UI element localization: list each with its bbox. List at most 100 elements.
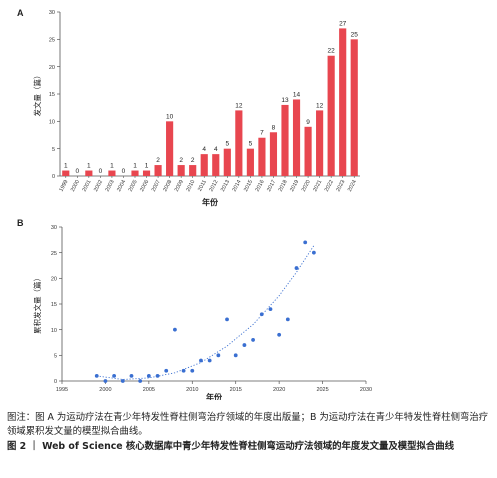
x-axis-title: 年份 — [206, 392, 223, 400]
bar — [316, 110, 324, 176]
bar-value-label: 1 — [145, 163, 149, 170]
x-tick-label: 2007 — [151, 179, 162, 193]
x-axis-title: 年份 — [202, 197, 219, 207]
bar — [131, 170, 139, 176]
y-tick-label: 0 — [54, 379, 57, 385]
x-tick-label: 2010 — [186, 387, 198, 393]
bar-value-label: 1 — [110, 163, 114, 170]
y-tick-label: 25 — [49, 38, 55, 44]
bar-value-label: 9 — [306, 119, 310, 126]
caption-title: 图 2 ｜ Web of Science 核心数据库中青少年特发性脊柱侧弯运动疗… — [7, 441, 455, 452]
data-point — [225, 317, 229, 322]
x-tick-label: 2016 — [255, 179, 266, 193]
data-point — [181, 368, 186, 373]
bar — [235, 110, 243, 176]
x-tick-label: 2020 — [273, 387, 285, 393]
x-tick-label: 2025 — [316, 387, 328, 393]
data-point — [129, 373, 134, 378]
x-tick-label: 2015 — [230, 387, 242, 393]
x-tick-label: 2005 — [128, 179, 139, 193]
figure-caption: 图注：图 A 为运动疗法在青少年特发性脊柱侧弯治疗领域的年度出版量；B 为运动疗… — [7, 411, 492, 454]
bar — [258, 137, 266, 176]
bar-value-label: 1 — [133, 163, 137, 170]
y-tick-label: 0 — [52, 174, 55, 180]
bar-value-label: 2 — [156, 157, 160, 164]
bar — [154, 165, 162, 176]
x-tick-label: 2022 — [324, 179, 335, 193]
x-tick-label: 2024 — [347, 179, 358, 193]
data-point — [216, 353, 221, 358]
bar-value-label: 2 — [191, 157, 195, 164]
bar-value-label: 1 — [64, 163, 68, 170]
data-point — [311, 250, 316, 255]
x-tick-label: 2004 — [116, 179, 127, 193]
x-tick-label: 2002 — [93, 179, 104, 193]
y-tick-label: 20 — [49, 65, 55, 71]
data-point — [251, 338, 255, 342]
bar — [189, 165, 197, 176]
bar-value-label: 22 — [328, 48, 336, 55]
y-tick-label: 5 — [54, 354, 57, 360]
data-point — [155, 373, 160, 378]
bar — [339, 28, 347, 177]
bar-value-label: 0 — [75, 168, 79, 175]
bar-value-label: 27 — [339, 20, 347, 27]
x-tick-label: 2003 — [105, 179, 116, 193]
bar — [85, 170, 93, 176]
bar — [200, 154, 208, 176]
bar-value-label: 0 — [122, 168, 126, 175]
x-tick-label: 2001 — [82, 179, 93, 193]
bar — [223, 148, 231, 176]
x-tick-label: 1999 — [58, 179, 69, 193]
data-point — [268, 307, 273, 312]
data-point — [277, 332, 282, 337]
bar-value-label: 14 — [293, 91, 301, 98]
data-point — [190, 368, 195, 373]
x-tick-label: 2012 — [208, 179, 219, 193]
x-tick-label: 2013 — [220, 179, 231, 193]
data-point — [138, 379, 143, 383]
x-tick-label: 2011 — [197, 179, 208, 192]
data-point — [207, 358, 212, 363]
bar — [269, 132, 278, 176]
bar — [281, 104, 289, 176]
data-point — [112, 373, 117, 378]
data-point — [103, 379, 108, 383]
bar — [350, 39, 358, 177]
bar — [166, 121, 174, 176]
bar-value-label: 4 — [214, 146, 218, 153]
bar-value-label: 12 — [316, 102, 324, 109]
bar-value-label: 7 — [260, 130, 264, 137]
y-tick-label: 15 — [51, 302, 57, 308]
y-tick-label: 10 — [51, 328, 57, 334]
x-tick-label: 2015 — [243, 179, 254, 193]
y-tick-label: 10 — [49, 120, 55, 126]
bar-value-label: 12 — [235, 102, 243, 109]
x-tick-label: 2010 — [185, 179, 196, 193]
data-point — [120, 379, 125, 383]
x-tick-label: 1995 — [56, 387, 68, 393]
data-point — [94, 373, 99, 378]
bar — [327, 55, 335, 176]
data-point — [259, 312, 264, 317]
bar-value-label: 25 — [351, 31, 359, 38]
caption-note: 图注：图 A 为运动疗法在青少年特发性脊柱侧弯治疗领域的年度出版量；B 为运动疗… — [7, 412, 489, 437]
data-point — [233, 353, 238, 358]
bar-value-label: 5 — [225, 141, 229, 148]
bar — [304, 126, 312, 176]
bar — [62, 170, 70, 176]
y-axis-title: 累积发文量（篇） — [32, 274, 42, 334]
data-point — [146, 373, 151, 378]
bar — [292, 99, 301, 176]
bar — [212, 154, 220, 176]
panel-b-label: B — [17, 218, 24, 228]
bar — [142, 170, 151, 176]
x-tick-label: 2014 — [232, 179, 243, 193]
x-tick-label: 2023 — [335, 179, 346, 193]
x-tick-label: 2008 — [162, 179, 173, 193]
y-tick-label: 5 — [52, 147, 55, 153]
data-point — [164, 368, 169, 373]
bar-value-label: 8 — [272, 124, 276, 131]
x-tick-label: 2017 — [266, 179, 277, 193]
